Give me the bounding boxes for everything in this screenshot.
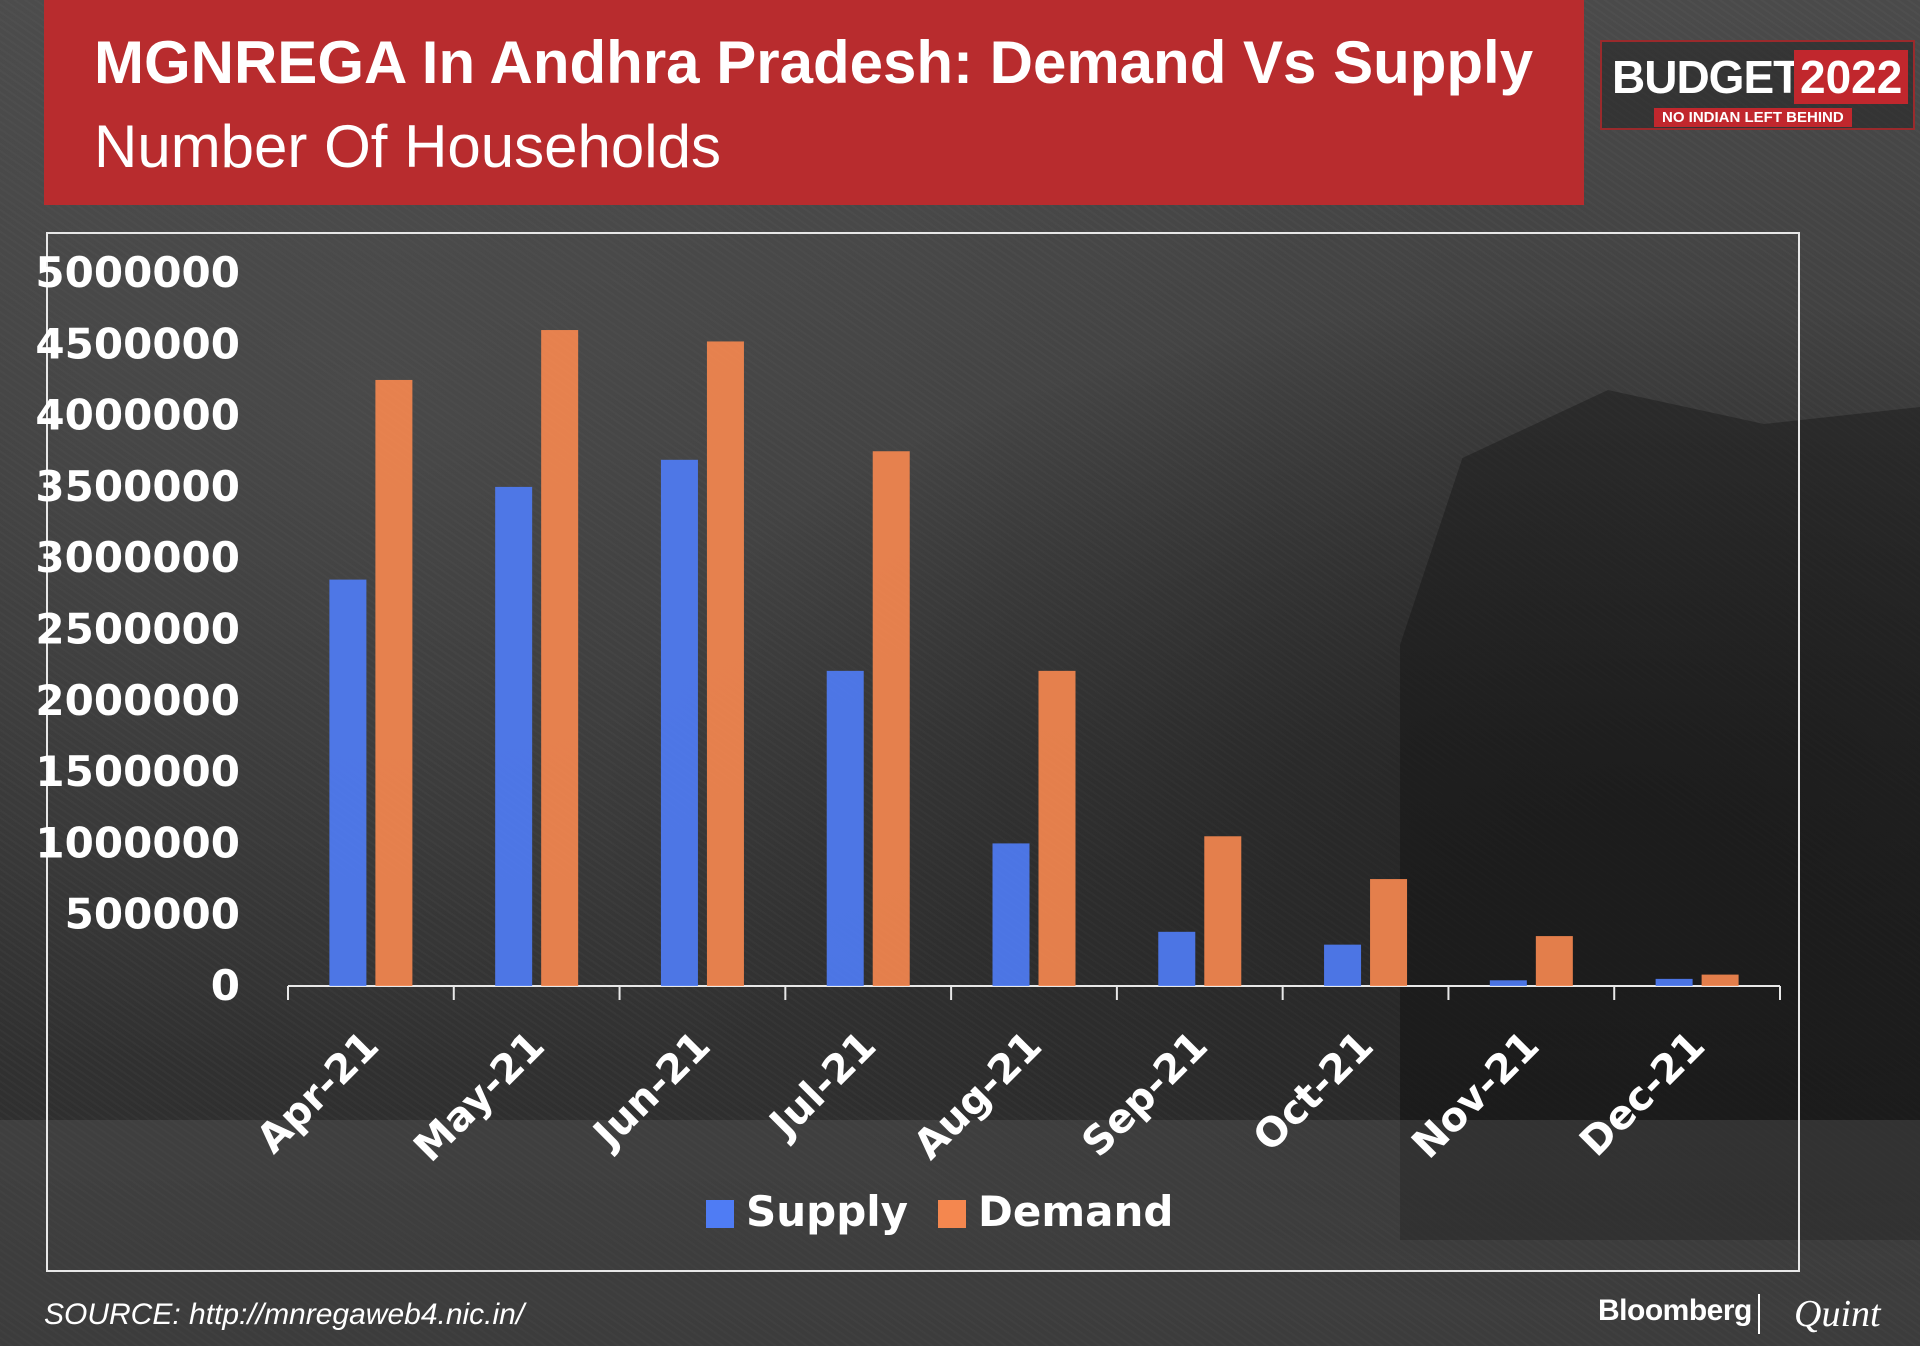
demand-bar-sep-21 bbox=[1204, 836, 1242, 986]
demand-bar-oct-21 bbox=[1370, 879, 1408, 986]
bloombergquint-logo: Bloomberg Quint bbox=[1598, 1292, 1898, 1336]
demand-bar-jul-21 bbox=[872, 451, 910, 986]
source-note: SOURCE: http://mnregaweb4.nic.in/ bbox=[44, 1298, 525, 1331]
x-tick-label: Sep-21 bbox=[1073, 1023, 1216, 1166]
legend-swatch-demand bbox=[938, 1200, 966, 1228]
x-tick-label: Jun-21 bbox=[583, 1023, 720, 1160]
supply-bar-aug-21 bbox=[992, 843, 1030, 986]
y-tick-label: 3500000 bbox=[35, 462, 240, 511]
demand-bar-aug-21 bbox=[1038, 670, 1076, 986]
demand-bar-dec-21 bbox=[1701, 974, 1739, 986]
legend-label-demand: Demand bbox=[978, 1187, 1173, 1236]
supply-bar-may-21 bbox=[495, 486, 533, 986]
chart-title: MGNREGA In Andhra Pradesh: Demand Vs Sup… bbox=[94, 29, 1534, 96]
y-tick-label: 5000000 bbox=[35, 248, 240, 297]
legend-swatch-supply bbox=[706, 1200, 734, 1228]
demand-bar-may-21 bbox=[541, 330, 579, 986]
background-building-silhouette bbox=[1400, 390, 1920, 1240]
y-tick-label: 3000000 bbox=[35, 533, 240, 582]
y-tick-label: 4000000 bbox=[35, 391, 240, 440]
supply-bar-dec-21 bbox=[1655, 978, 1693, 986]
supply-bar-jun-21 bbox=[660, 459, 698, 986]
logo-divider bbox=[1758, 1294, 1760, 1334]
y-tick-label: 1000000 bbox=[35, 818, 240, 867]
y-tick-label: 500000 bbox=[65, 890, 240, 939]
x-tick-label: Oct-21 bbox=[1245, 1023, 1383, 1161]
supply-bar-oct-21 bbox=[1324, 944, 1362, 986]
y-tick-label: 0 bbox=[211, 961, 240, 1010]
supply-bar-apr-21 bbox=[329, 579, 367, 986]
logo-quint-text: Quint bbox=[1794, 1293, 1881, 1335]
logo-bloomberg-text: Bloomberg bbox=[1598, 1294, 1752, 1327]
chart-frame bbox=[46, 232, 1800, 1272]
badge-budget-label: BUDGET bbox=[1612, 51, 1801, 103]
x-tick-label: Aug-21 bbox=[905, 1023, 1051, 1169]
title-banner: MGNREGA In Andhra Pradesh: Demand Vs Sup… bbox=[44, 0, 1584, 205]
demand-bar-jun-21 bbox=[706, 341, 744, 986]
x-tick-label: Apr-21 bbox=[248, 1023, 388, 1163]
x-tick-label: May-21 bbox=[405, 1023, 553, 1171]
demand-bar-nov-21 bbox=[1535, 936, 1573, 986]
y-tick-label: 4500000 bbox=[35, 319, 240, 368]
x-tick-label: Nov-21 bbox=[1403, 1023, 1548, 1168]
badge-year-label: 2022 bbox=[1794, 50, 1909, 104]
legend-label-supply: Supply bbox=[746, 1187, 908, 1236]
y-tick-label: 2000000 bbox=[35, 676, 240, 725]
badge-tagline: NO INDIAN LEFT BEHIND bbox=[1654, 108, 1852, 127]
supply-bar-jul-21 bbox=[826, 670, 864, 986]
x-tick-label: Dec-21 bbox=[1571, 1023, 1714, 1166]
budget-2022-badge: BUDGET 2022 NO INDIAN LEFT BEHIND bbox=[1600, 40, 1915, 130]
x-tick-label: Jul-21 bbox=[759, 1023, 885, 1149]
demand-bar-apr-21 bbox=[375, 379, 413, 986]
background-bottom-band bbox=[0, 1120, 1920, 1346]
y-tick-label: 2500000 bbox=[35, 605, 240, 654]
supply-bar-nov-21 bbox=[1489, 980, 1527, 986]
supply-bar-sep-21 bbox=[1158, 931, 1196, 986]
y-tick-label: 1500000 bbox=[35, 747, 240, 796]
chart-subtitle: Number Of Households bbox=[94, 113, 721, 180]
